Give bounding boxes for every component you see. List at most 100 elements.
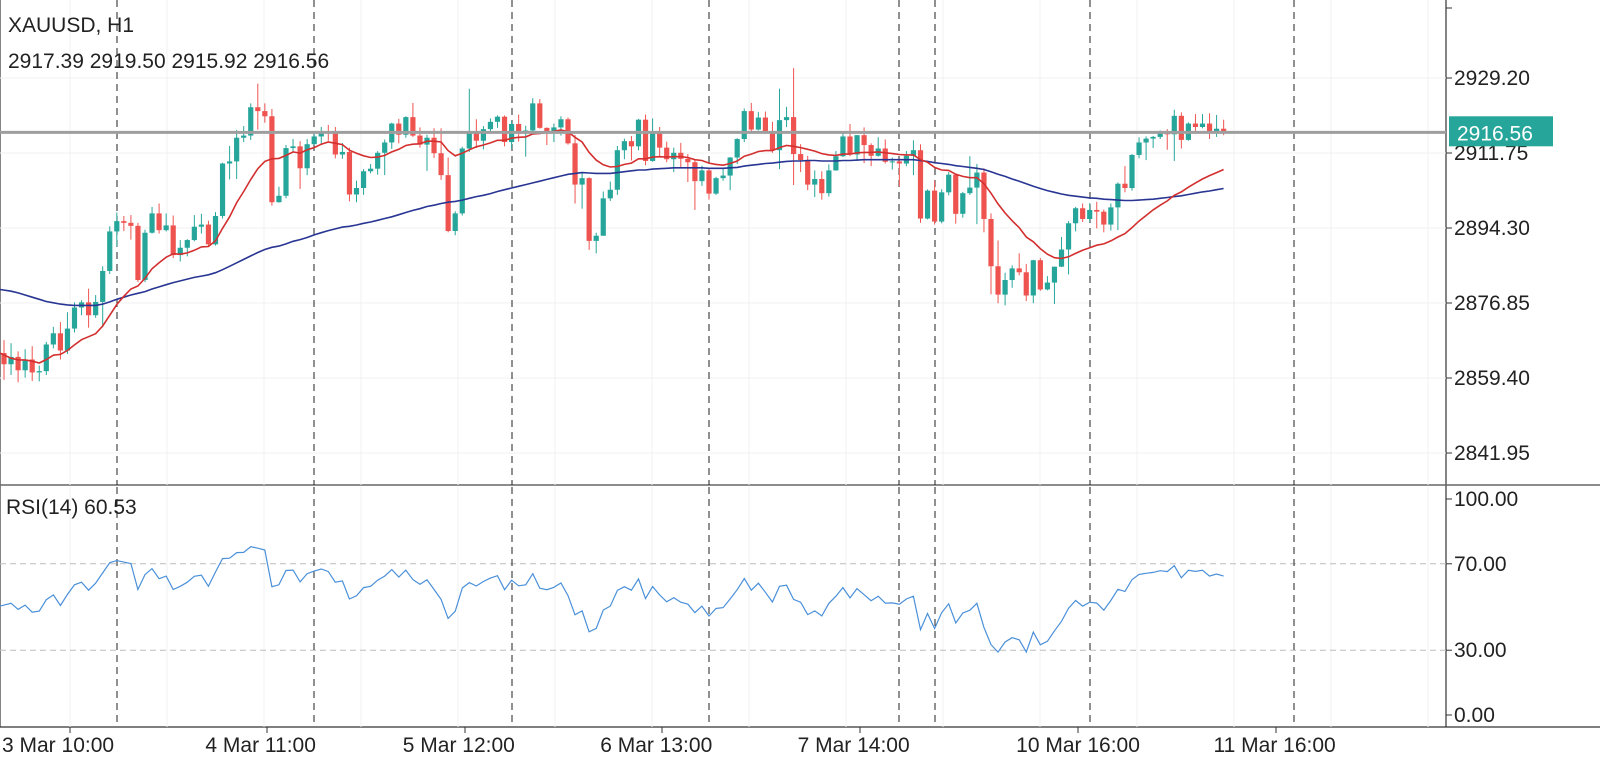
bull-candle — [234, 137, 240, 162]
bear-candle — [346, 151, 353, 195]
bull-candle — [100, 270, 106, 302]
bear-candle — [995, 266, 1001, 295]
bear-candle — [819, 179, 825, 194]
bear-candle — [1016, 268, 1022, 273]
bull-candle — [607, 189, 613, 199]
bull-candle — [50, 333, 56, 345]
bear-candle — [121, 221, 127, 223]
bull-candle — [924, 190, 931, 219]
grid-layer — [0, 0, 1600, 728]
bear-candle — [706, 170, 712, 194]
bull-candle — [43, 344, 49, 372]
bull-candle — [734, 139, 740, 158]
bull-candle — [191, 226, 197, 241]
bear-candle — [1206, 123, 1213, 133]
bear-candle — [685, 158, 691, 163]
bull-candle — [1143, 138, 1149, 143]
bull-candle — [1115, 183, 1121, 208]
bull-candle — [741, 111, 747, 140]
bull-candle — [107, 231, 113, 271]
ma-fast-line — [0, 129, 1224, 364]
bear-candle — [29, 359, 35, 373]
bear-candle — [748, 111, 754, 130]
bear-candle — [847, 136, 853, 155]
date-tick-label: 7 Mar 14:00 — [798, 734, 910, 757]
bear-candle — [953, 174, 959, 214]
bear-candle — [57, 333, 63, 351]
bull-candle — [551, 127, 557, 133]
bear-candle — [917, 150, 924, 219]
bear-candle — [431, 137, 437, 154]
bear-candle — [15, 356, 21, 371]
bear-candle — [501, 116, 508, 143]
bear-candle — [988, 218, 994, 267]
bull-candle — [1002, 280, 1008, 295]
bear-candle — [516, 123, 522, 133]
bear-candle — [156, 213, 162, 231]
bull-candle — [1157, 132, 1163, 137]
bull-candle — [487, 121, 494, 130]
bear-candle — [396, 123, 402, 135]
bull-candle — [558, 119, 564, 128]
date-tick-label: 3 Mar 10:00 — [2, 734, 114, 757]
bull-candle — [304, 144, 310, 169]
bull-candle — [403, 117, 409, 135]
bull-candle — [353, 188, 360, 195]
bear-candle — [586, 178, 592, 241]
candlestick-series — [1, 68, 1227, 383]
bear-candle — [1192, 123, 1199, 127]
bull-candle — [650, 131, 656, 161]
bull-candle — [1199, 123, 1206, 127]
bull-candle — [494, 116, 501, 122]
rsi-tick-label: 0.00 — [1454, 704, 1495, 727]
bear-candle — [1122, 183, 1128, 189]
bull-candle — [227, 161, 233, 164]
bull-candle — [360, 171, 367, 189]
bull-candle — [1073, 208, 1079, 224]
bull-candle — [699, 170, 705, 182]
date-tick-label: 5 Mar 12:00 — [403, 734, 515, 757]
bull-candle — [318, 131, 324, 137]
bull-candle — [854, 135, 860, 155]
bull-candle — [64, 328, 71, 351]
bear-candle — [438, 153, 444, 176]
moving-averages — [0, 129, 1224, 364]
bull-candle — [36, 371, 42, 373]
date-tick-label: 11 Mar 16:00 — [1214, 734, 1336, 757]
bull-candle — [198, 224, 204, 227]
bear-candle — [128, 222, 134, 226]
bull-candle — [1214, 128, 1220, 133]
bull-candle — [833, 156, 839, 171]
bull-candle — [974, 172, 980, 188]
ma-slow-line — [0, 158, 1224, 307]
bull-candle — [1150, 136, 1156, 139]
bull-candle — [960, 193, 966, 214]
rsi-tick-label: 30.00 — [1454, 639, 1507, 662]
bull-candle — [621, 141, 627, 151]
bull-candle — [93, 301, 99, 316]
bear-candle — [1178, 115, 1184, 140]
price-tick-label: 2841.95 — [1454, 442, 1530, 465]
bear-candle — [628, 141, 635, 147]
bull-candle — [276, 195, 282, 203]
price-tick-label: 2894.30 — [1454, 217, 1530, 240]
bear-candle — [86, 302, 92, 316]
bull-candle — [1171, 115, 1177, 135]
bull-candle — [480, 129, 486, 141]
bull-candle — [459, 148, 465, 214]
bull-candle — [1030, 260, 1036, 296]
bull-candle — [466, 133, 472, 149]
bull-candle — [142, 232, 148, 281]
bear-candle — [642, 119, 649, 161]
bear-candle — [769, 131, 776, 151]
bull-candle — [290, 146, 296, 149]
bull-candle — [1009, 268, 1015, 281]
bear-candle — [868, 145, 874, 156]
bull-candle — [1051, 266, 1058, 283]
bull-candle — [840, 136, 846, 157]
bull-candle — [614, 150, 620, 190]
bull-candle — [889, 161, 895, 163]
bear-candle — [896, 161, 902, 164]
current-price-badge — [1449, 116, 1553, 147]
